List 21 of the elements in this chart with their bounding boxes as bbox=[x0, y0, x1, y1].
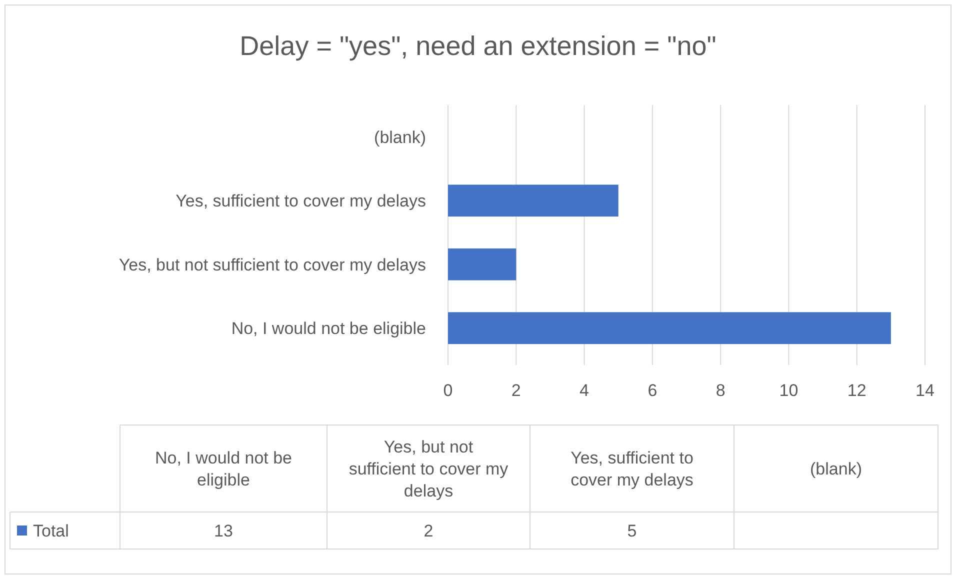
text: 5 bbox=[627, 521, 637, 540]
category-label: Yes, but not sufficient to cover my delays bbox=[348, 437, 508, 500]
x-tick-label: 8 bbox=[716, 381, 726, 400]
y-tick-label: No, I would not be eligible bbox=[231, 319, 426, 338]
y-tick-label: Yes, but not sufficient to cover my delays bbox=[118, 255, 426, 274]
x-tick-label: 0 bbox=[443, 381, 453, 400]
category-label: (blank) bbox=[810, 459, 862, 478]
x-tick-label: 4 bbox=[580, 381, 590, 400]
text: 2 bbox=[424, 521, 434, 540]
y-tick-label: (blank) bbox=[374, 128, 426, 147]
x-tick-label: 2 bbox=[511, 381, 521, 400]
x-tick-label: 12 bbox=[847, 381, 866, 400]
category-label: No, I would not be eligible bbox=[154, 448, 292, 490]
x-tick-label: 6 bbox=[648, 381, 658, 400]
y-tick-label: Yes, sufficient to cover my delays bbox=[176, 192, 426, 211]
category-label: Yes, sufficient to cover my delays bbox=[570, 448, 694, 490]
chart-title: Delay = "yes", need an extension = "no" bbox=[240, 31, 716, 61]
x-tick-label: 14 bbox=[916, 381, 934, 400]
legend-label: Total bbox=[33, 521, 69, 540]
text: 13 bbox=[214, 521, 233, 540]
x-tick-label: 10 bbox=[779, 381, 798, 400]
